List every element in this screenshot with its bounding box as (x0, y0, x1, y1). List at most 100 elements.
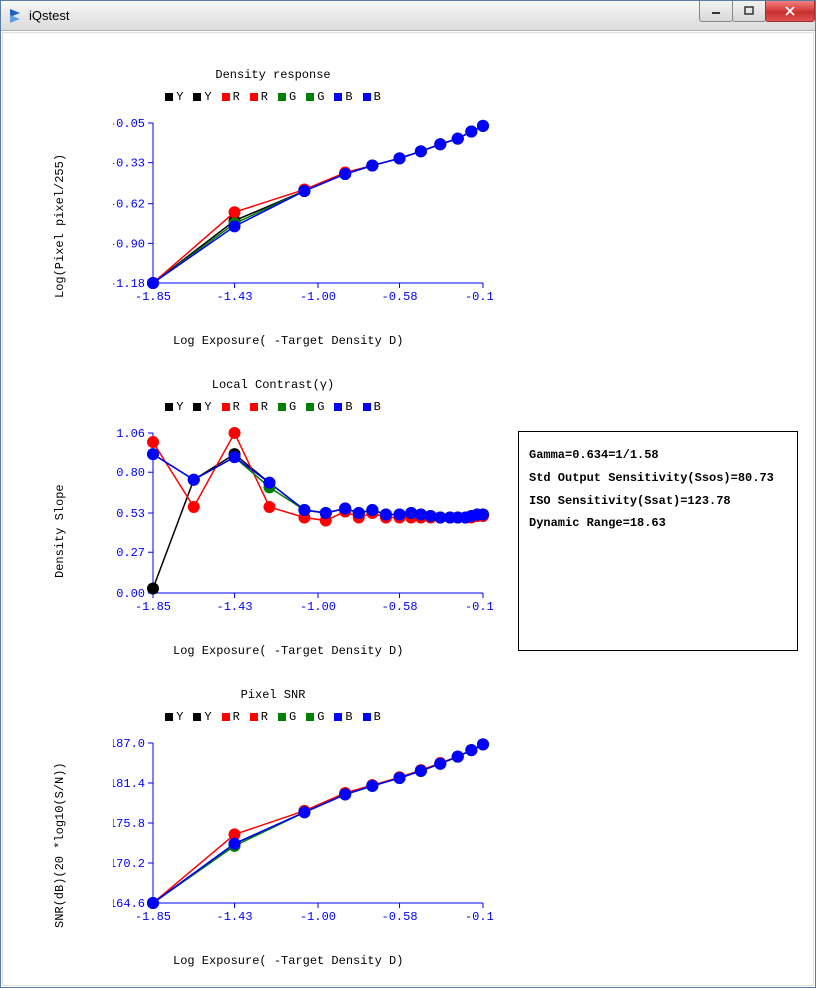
legend-item: B (363, 710, 381, 724)
legend-label: R (261, 400, 268, 414)
svg-text:1.06: 1.06 (116, 427, 145, 441)
svg-text:181.4: 181.4 (113, 777, 145, 791)
close-button[interactable] (765, 1, 815, 22)
svg-text:-1.85: -1.85 (135, 910, 171, 924)
chart-local-contrast: Local Contrast(γ) YYRRGGBB -1.85-1.43-1.… (43, 378, 503, 678)
legend-label: B (374, 710, 381, 724)
chart1-ylabel: Log(Pixel pixel/255) (53, 128, 67, 298)
svg-text:-0.58: -0.58 (382, 910, 418, 924)
legend-swatch (334, 403, 342, 411)
legend-swatch (193, 403, 201, 411)
legend-label: R (261, 90, 268, 104)
legend-item: G (306, 400, 324, 414)
svg-text:-1.85: -1.85 (135, 600, 171, 614)
svg-text:-0.15: -0.15 (465, 910, 493, 924)
app-icon (7, 8, 23, 24)
svg-text:-0.90: -0.90 (113, 237, 145, 251)
legend-item: G (278, 90, 296, 104)
legend-item: Y (165, 710, 183, 724)
legend-item: Y (165, 400, 183, 414)
svg-text:-1.00: -1.00 (300, 910, 336, 924)
legend-label: G (317, 710, 324, 724)
svg-text:0.00: 0.00 (116, 587, 145, 601)
chart2-ylabel: Density Slope (53, 458, 67, 578)
legend-item: R (222, 710, 240, 724)
legend-label: B (374, 400, 381, 414)
legend-item: Y (193, 90, 211, 104)
legend-label: Y (204, 710, 211, 724)
legend-swatch (250, 403, 258, 411)
legend-swatch (278, 403, 286, 411)
legend-item: G (278, 400, 296, 414)
legend-label: G (289, 710, 296, 724)
legend-swatch (193, 713, 201, 721)
legend-item: B (363, 400, 381, 414)
legend-swatch (278, 713, 286, 721)
legend-item: B (363, 90, 381, 104)
svg-text:-1.43: -1.43 (217, 910, 253, 924)
svg-text:-0.33: -0.33 (113, 157, 145, 171)
svg-text:187.0: 187.0 (113, 737, 145, 751)
legend-swatch (222, 713, 230, 721)
legend-swatch (363, 403, 371, 411)
legend-label: R (233, 90, 240, 104)
legend-item: Y (193, 400, 211, 414)
svg-text:0.53: 0.53 (116, 507, 145, 521)
legend-swatch (222, 403, 230, 411)
minimize-button[interactable] (699, 1, 733, 22)
svg-text:-1.43: -1.43 (217, 600, 253, 614)
svg-text:170.2: 170.2 (113, 857, 145, 871)
window-title: iQstest (29, 8, 69, 23)
legend-label: B (345, 710, 352, 724)
legend-item: G (306, 710, 324, 724)
chart1-legend: YYRRGGBB (43, 90, 503, 104)
svg-text:-1.00: -1.00 (300, 600, 336, 614)
legend-label: B (345, 90, 352, 104)
chart-pixel-snr: Pixel SNR YYRRGGBB -1.85-1.43-1.00-0.58-… (43, 688, 503, 988)
maximize-button[interactable] (732, 1, 766, 22)
legend-item: B (334, 400, 352, 414)
svg-text:-1.18: -1.18 (113, 277, 145, 291)
titlebar[interactable]: iQstest (1, 1, 815, 31)
legend-item: R (222, 400, 240, 414)
legend-item: G (306, 90, 324, 104)
window-buttons (700, 1, 815, 21)
chart1-title: Density response (43, 68, 503, 82)
legend-item: Y (193, 710, 211, 724)
chart3-xlabel: Log Exposure( -Target Density D) (173, 954, 403, 968)
chart2-title: Local Contrast(γ) (43, 378, 503, 392)
chart2-plot: -1.85-1.43-1.00-0.58-0.150.000.270.530.8… (113, 423, 493, 623)
svg-text:-1.00: -1.00 (300, 290, 336, 304)
legend-label: R (261, 710, 268, 724)
chart3-title: Pixel SNR (43, 688, 503, 702)
chart3-plot: -1.85 -1.43 -1.00 -0.58 -0.15 164.6 170.2 175.8… (113, 733, 493, 933)
legend-item: Y (165, 90, 183, 104)
info-line-ssos: Std Output Sensitivity(Ssos)=80.73 (529, 467, 787, 490)
legend-swatch (306, 403, 314, 411)
info-line-ssat: ISO Sensitivity(Ssat)=123.78 (529, 490, 787, 513)
legend-label: G (317, 90, 324, 104)
legend-item: R (250, 400, 268, 414)
chart3-ylabel: SNR(dB)(20 *log10(S/N)) (53, 738, 67, 928)
legend-swatch (306, 713, 314, 721)
legend-swatch (278, 93, 286, 101)
content-area: Density response YYRRGGBB -1.85-1.43-1.0… (2, 32, 814, 986)
svg-text:-0.58: -0.58 (382, 600, 418, 614)
svg-text:175.8: 175.8 (113, 817, 145, 831)
legend-swatch (250, 713, 258, 721)
legend-item: R (250, 90, 268, 104)
chart-density-response: Density response YYRRGGBB -1.85-1.43-1.0… (43, 68, 503, 368)
info-panel: Gamma=0.634=1/1.58 Std Output Sensitivit… (518, 431, 798, 651)
legend-item: G (278, 710, 296, 724)
svg-text:-1.85: -1.85 (135, 290, 171, 304)
legend-swatch (363, 713, 371, 721)
legend-swatch (222, 93, 230, 101)
legend-swatch (165, 403, 173, 411)
svg-text:0.27: 0.27 (116, 546, 145, 560)
legend-label: Y (176, 90, 183, 104)
svg-text:0.80: 0.80 (116, 466, 145, 480)
legend-label: R (233, 400, 240, 414)
legend-swatch (363, 93, 371, 101)
legend-label: Y (176, 710, 183, 724)
svg-text:164.6: 164.6 (113, 897, 145, 911)
